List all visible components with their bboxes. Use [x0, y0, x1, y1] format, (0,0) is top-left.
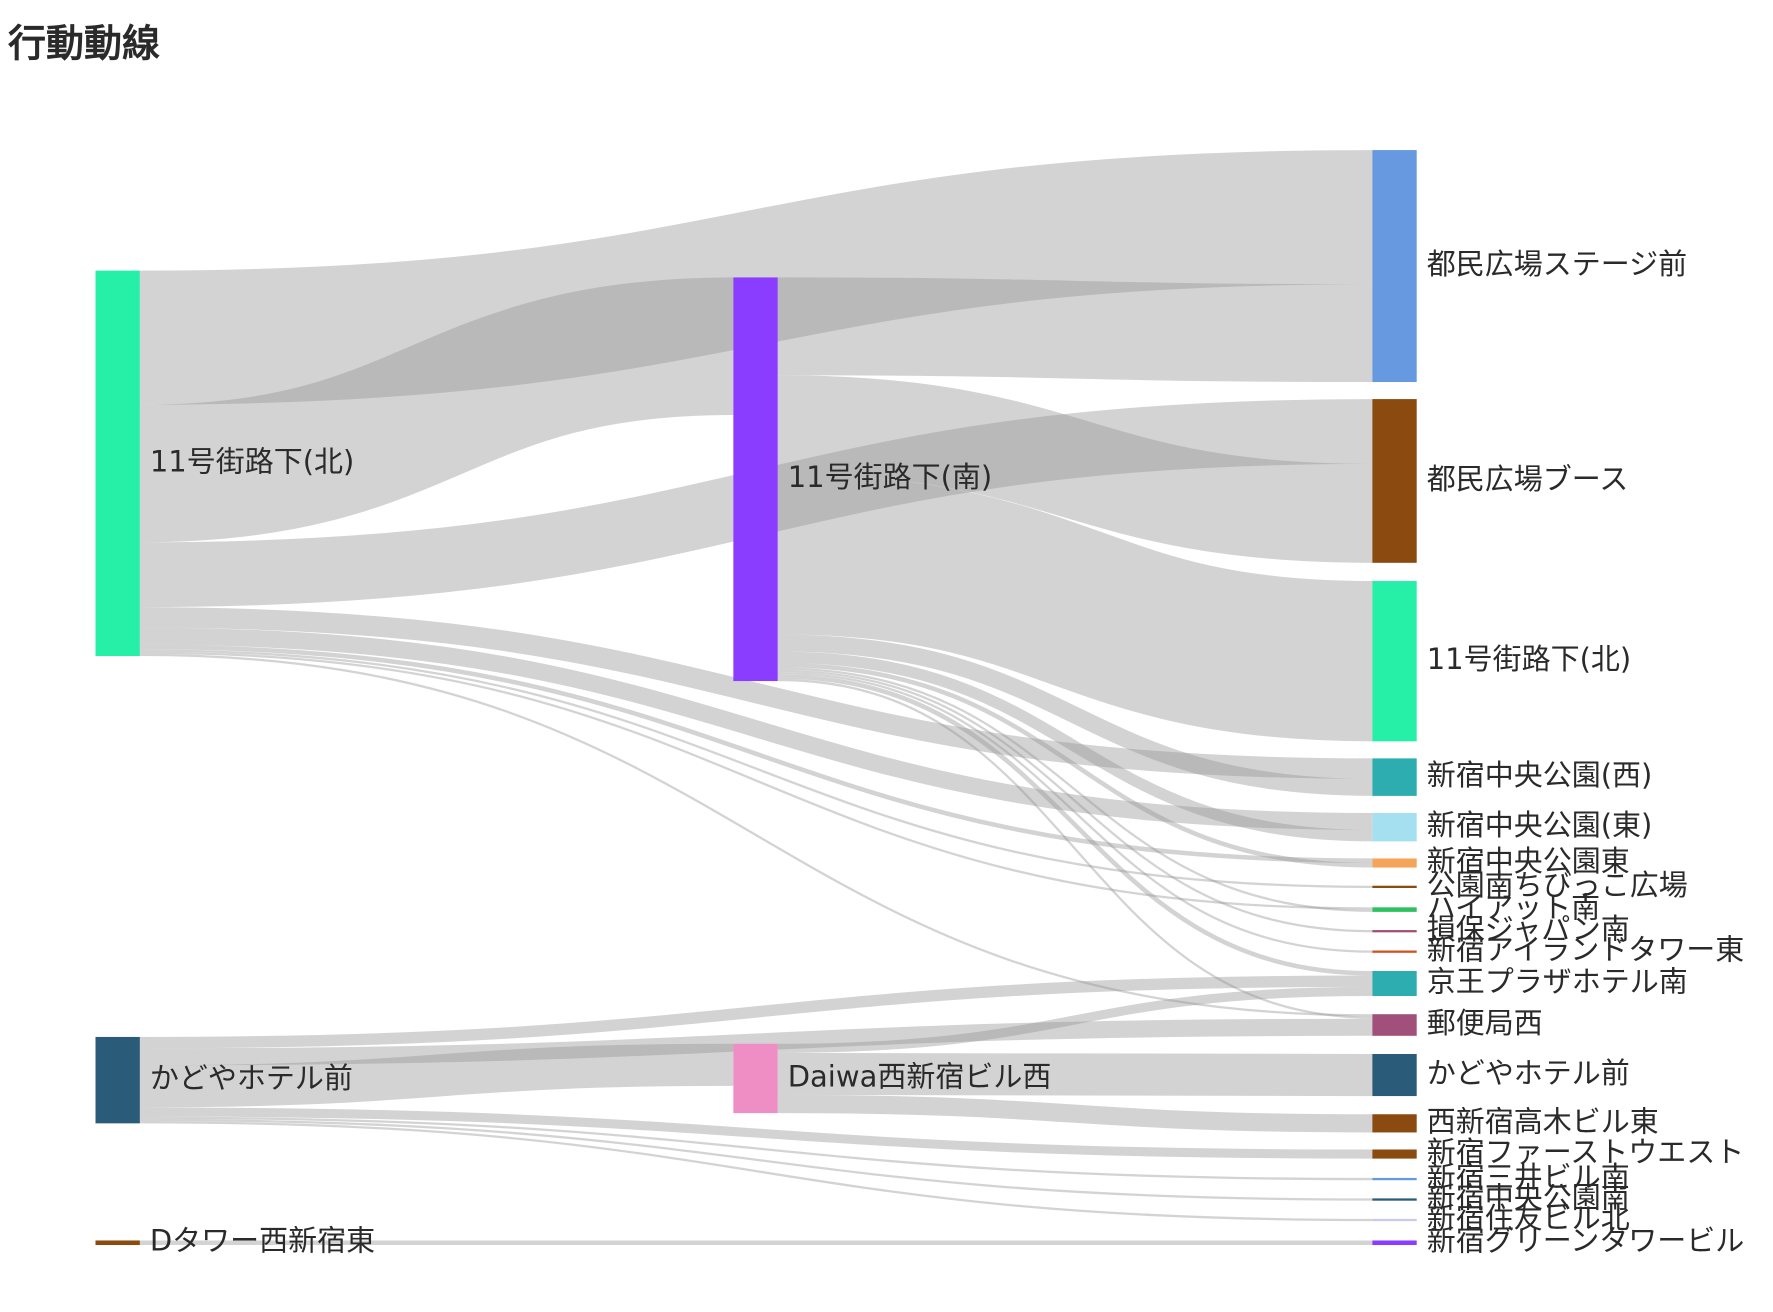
link: [139, 1121, 1373, 1222]
link: [139, 1018, 1373, 1066]
node-label: 新宿中央公園(東): [1427, 808, 1653, 842]
node: [1372, 1053, 1417, 1097]
node: [1372, 581, 1417, 742]
node-label: かどやホテル前: [150, 1061, 353, 1095]
node: [1372, 970, 1417, 997]
node: [1372, 1177, 1417, 1181]
node-label: 都民広場ブース: [1427, 462, 1629, 496]
node: [1372, 1218, 1417, 1222]
node-label: 新宿アイランドタワー東: [1427, 933, 1745, 967]
link: [777, 669, 1373, 933]
node: [1372, 150, 1417, 383]
link: [777, 662, 1373, 868]
node-label: 新宿三井ビル南: [1427, 1160, 1630, 1194]
node-label: 西新宿高木ビル東: [1427, 1104, 1659, 1138]
node: [1372, 1240, 1417, 1246]
nodes: 11号街路下(北) かどやホテル前 Dタワー西新宿東 11号街路下(南) Daiwa西新…: [95, 150, 1745, 1258]
node-label: 郵便局西: [1427, 1006, 1543, 1040]
node-label: 11号街路下(北): [1427, 642, 1632, 676]
link: [139, 1116, 1373, 1181]
node: [1372, 1149, 1417, 1159]
chart-title: 行動動線: [8, 22, 160, 66]
node-label: 新宿グリーンタワービル: [1427, 1224, 1745, 1258]
node: [1372, 885, 1417, 888]
node-label: 新宿中央公園東: [1427, 844, 1630, 878]
node-label: ハイアット南: [1427, 891, 1600, 925]
link: [777, 1052, 1373, 1097]
link: [139, 627, 1373, 831]
node: [1372, 812, 1417, 842]
node-label: Daiwa西新宿ビル西: [788, 1059, 1052, 1093]
link: [777, 671, 1373, 953]
link: [777, 678, 1373, 1019]
node: [1372, 907, 1417, 912]
link: [777, 634, 1373, 796]
node: [1372, 858, 1417, 868]
link: [777, 674, 1373, 976]
node-label: 公園南ちびっこ広場: [1427, 868, 1688, 902]
link: [777, 986, 1373, 1053]
node: [1372, 399, 1417, 563]
link: [139, 607, 1373, 779]
link: [777, 277, 1373, 383]
node: [1372, 930, 1417, 933]
node: [1372, 758, 1417, 796]
links: [139, 150, 1373, 1246]
link: [777, 375, 1373, 563]
node: [95, 1240, 140, 1246]
link: [777, 667, 1373, 912]
link: [139, 651, 1373, 910]
node: [733, 277, 778, 682]
node-label: 新宿住友ビル北: [1427, 1201, 1630, 1235]
node-label: 新宿中央公園南: [1427, 1181, 1630, 1215]
link: [139, 1043, 734, 1108]
node: [1372, 1114, 1417, 1133]
node-label: 損保ジャパン南: [1427, 912, 1630, 946]
node-label: 新宿ファーストウエスト: [1427, 1135, 1745, 1169]
node-label: Dタワー西新宿東: [150, 1224, 375, 1258]
node: [1372, 1014, 1417, 1036]
node-label: 11号街路下(南): [788, 460, 993, 494]
link: [139, 653, 1373, 1017]
link: [777, 474, 1373, 742]
node-label: 都民広場ステージ前: [1427, 247, 1687, 281]
link: [139, 277, 734, 543]
node-label: 京王プラザホテル南: [1427, 965, 1688, 999]
node: [95, 270, 140, 657]
node: [1372, 950, 1417, 953]
link: [139, 975, 1373, 1049]
node: [733, 1043, 778, 1114]
link: [139, 1118, 1373, 1201]
node: [1372, 1198, 1417, 1201]
link: [139, 649, 1373, 888]
node: [95, 1036, 140, 1124]
node-label: 新宿中央公園(西): [1427, 758, 1653, 792]
node-label: 11号街路下(北): [150, 444, 355, 478]
node-label: かどやホテル前: [1427, 1056, 1630, 1090]
link: [139, 1107, 1373, 1159]
link: [777, 651, 1373, 842]
link: [777, 1094, 1373, 1133]
link: [139, 644, 1373, 863]
